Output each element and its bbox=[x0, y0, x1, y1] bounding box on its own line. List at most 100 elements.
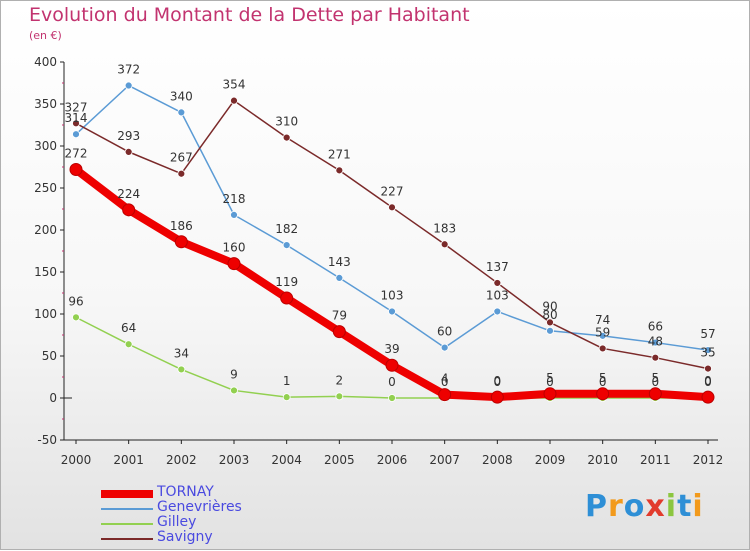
data-label-tornay: 272 bbox=[65, 147, 88, 161]
series-point-tornay bbox=[122, 203, 136, 217]
data-label-gilley: 0 bbox=[546, 375, 554, 389]
series-point-genevrières bbox=[704, 346, 712, 355]
data-label-gilley: 0 bbox=[599, 375, 607, 389]
data-label-gilley: 1 bbox=[283, 374, 291, 388]
series-point-savigny bbox=[493, 279, 502, 287]
series-point-tornay bbox=[174, 235, 188, 249]
y-tick-label: 350 bbox=[34, 97, 57, 111]
series-point-gilley bbox=[124, 340, 133, 349]
data-label-genevrières: 66 bbox=[648, 320, 663, 334]
x-tick-label: 2004 bbox=[271, 453, 302, 467]
series-point-tornay bbox=[280, 291, 294, 305]
legend-swatch-tornay bbox=[101, 490, 153, 498]
data-label-tornay: 39 bbox=[384, 342, 399, 356]
series-point-savigny bbox=[177, 169, 186, 178]
series-point-tornay bbox=[543, 387, 557, 401]
series-point-tornay bbox=[596, 387, 610, 401]
data-label-savigny: 35 bbox=[700, 346, 715, 360]
data-label-savigny: 183 bbox=[433, 221, 456, 235]
data-label-genevrières: 372 bbox=[117, 63, 140, 77]
x-tick-label: 2007 bbox=[429, 453, 460, 467]
series-point-gilley bbox=[335, 392, 344, 401]
data-label-savigny: 227 bbox=[381, 184, 404, 198]
legend-label-gilley: Gilley bbox=[157, 514, 197, 530]
series-point-gilley bbox=[230, 386, 238, 395]
data-label-tornay: 186 bbox=[170, 219, 193, 233]
data-label-savigny: 137 bbox=[486, 260, 509, 274]
data-label-savigny: 59 bbox=[595, 325, 610, 339]
data-label-genevrières: 182 bbox=[275, 222, 298, 236]
y-tick-label: 300 bbox=[34, 139, 57, 153]
series-point-savigny bbox=[124, 147, 133, 156]
data-label-savigny: 310 bbox=[275, 115, 298, 129]
data-label-savigny: 327 bbox=[65, 100, 88, 114]
y-tick-label: 0 bbox=[49, 391, 57, 405]
data-label-gilley: 96 bbox=[68, 294, 83, 308]
data-label-gilley: 0 bbox=[652, 375, 660, 389]
series-point-genevrières bbox=[440, 343, 449, 352]
series-point-genevrières bbox=[335, 273, 344, 282]
series-point-genevrières bbox=[124, 81, 133, 90]
series-point-genevrières bbox=[546, 326, 554, 335]
series-point-gilley bbox=[282, 393, 291, 402]
legend-label-tornay: TORNAY bbox=[157, 484, 214, 500]
series-point-gilley bbox=[177, 365, 186, 374]
x-tick-label: 2008 bbox=[482, 453, 513, 467]
series-point-savigny bbox=[230, 96, 238, 105]
data-label-tornay: 224 bbox=[117, 187, 140, 201]
series-point-savigny bbox=[388, 203, 396, 212]
data-label-gilley: 34 bbox=[174, 346, 189, 360]
legend-label-genevrieres: Genevrières bbox=[157, 499, 242, 515]
chart-title: Evolution du Montant de la Dette par Hab… bbox=[29, 4, 470, 26]
y-tick-label: 400 bbox=[34, 55, 57, 69]
data-label-gilley: 64 bbox=[121, 321, 136, 335]
data-label-tornay: 160 bbox=[223, 241, 246, 255]
data-label-genevrières: 218 bbox=[223, 192, 246, 206]
data-label-savigny: 48 bbox=[648, 335, 663, 349]
data-label-savigny: 90 bbox=[542, 299, 557, 313]
series-point-genevrières bbox=[388, 307, 396, 316]
series-point-savigny bbox=[282, 133, 291, 142]
series-point-genevrières bbox=[651, 338, 660, 347]
chart-subtitle: (en €) bbox=[29, 29, 62, 42]
series-point-genevrières bbox=[230, 210, 238, 219]
data-label-gilley: 9 bbox=[230, 367, 238, 381]
y-tick-label: 200 bbox=[34, 223, 57, 237]
series-point-gilley bbox=[72, 313, 80, 322]
series-point-gilley bbox=[388, 394, 396, 402]
legend-label-savigny: Savigny bbox=[157, 529, 213, 545]
data-label-gilley: 0 bbox=[704, 375, 712, 389]
data-label-savigny: 271 bbox=[328, 147, 351, 161]
data-label-gilley: 2 bbox=[336, 373, 344, 387]
data-label-genevrières: 103 bbox=[486, 288, 509, 302]
series-point-savigny bbox=[335, 166, 344, 175]
data-label-genevrières: 74 bbox=[595, 313, 610, 327]
series-point-tornay bbox=[438, 388, 452, 402]
series-point-genevrières bbox=[598, 331, 607, 340]
data-label-gilley: 0 bbox=[441, 375, 449, 389]
data-label-genevrières: 314 bbox=[65, 111, 88, 125]
legend-swatch-genevrieres bbox=[101, 508, 153, 510]
x-tick-label: 2011 bbox=[640, 453, 671, 467]
x-tick-label: 2005 bbox=[324, 453, 355, 467]
series-point-savigny bbox=[651, 353, 660, 362]
y-tick-label: 100 bbox=[34, 307, 57, 321]
y-tick-label: -50 bbox=[37, 433, 57, 447]
series-point-tornay bbox=[332, 325, 346, 339]
data-label-genevrières: 57 bbox=[700, 327, 715, 341]
data-label-genevrières: 80 bbox=[542, 308, 557, 322]
series-point-genevrières bbox=[282, 241, 291, 250]
series-point-tornay bbox=[490, 390, 504, 404]
x-tick-label: 2006 bbox=[377, 453, 408, 467]
data-label-gilley: 0 bbox=[494, 375, 502, 389]
data-label-savigny: 267 bbox=[170, 151, 193, 165]
x-tick-label: 2000 bbox=[61, 453, 92, 467]
data-label-genevrières: 103 bbox=[381, 288, 404, 302]
legend-swatch-gilley bbox=[101, 523, 153, 525]
y-tick-label: 50 bbox=[42, 349, 57, 363]
x-tick-label: 2009 bbox=[535, 453, 566, 467]
series-point-tornay bbox=[701, 390, 715, 404]
data-label-tornay: 5 bbox=[599, 371, 607, 385]
x-tick-label: 2003 bbox=[219, 453, 250, 467]
